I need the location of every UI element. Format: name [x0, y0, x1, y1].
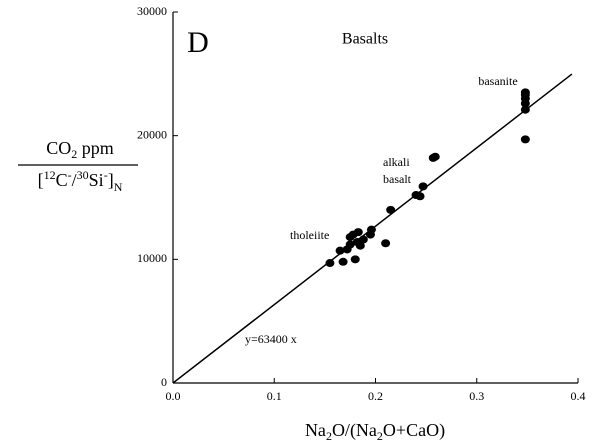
chart-title: Basalts [342, 31, 388, 48]
label-part: C [56, 170, 68, 190]
x-tick-label: 0.4 [571, 389, 586, 403]
y-tick-label: 0 [161, 375, 167, 389]
point [520, 88, 530, 97]
x-tick-label: 0.1 [267, 389, 282, 403]
point [386, 205, 396, 214]
y-tick-label: 30000 [137, 4, 167, 18]
annotation: basalt [383, 172, 412, 186]
x-tick-label: 0.2 [368, 389, 383, 403]
point [353, 228, 363, 237]
label-part: [ [38, 170, 44, 190]
point [325, 259, 335, 268]
y-axis-label: CO2 ppm [46, 138, 114, 161]
y-tick-label: 10000 [137, 251, 167, 265]
point [338, 257, 348, 266]
point [355, 241, 365, 250]
point [366, 225, 376, 234]
label-part: ] [108, 170, 114, 190]
point [520, 105, 530, 114]
annotation: basanite [478, 74, 517, 88]
x-tick-label: 0.0 [166, 389, 181, 403]
point [345, 240, 355, 249]
label-part: O/(Na [332, 420, 377, 441]
x-tick-label: 0.3 [469, 389, 484, 403]
point [335, 246, 345, 255]
label-part: / [72, 170, 77, 190]
label-part: 2 [71, 147, 77, 161]
point [358, 235, 368, 244]
label-part: N [114, 180, 123, 194]
label-part: 2 [377, 429, 383, 443]
label-part: 2 [326, 429, 332, 443]
y-tick-label: 20000 [137, 127, 167, 141]
label-part: Si [89, 170, 104, 190]
annotation: tholeiite [290, 228, 329, 242]
label-part: - [68, 168, 72, 182]
point [418, 182, 428, 191]
point [350, 255, 360, 264]
annotation: y=63400 x [245, 332, 297, 346]
x-axis-label: Na2O/(Na2O+CaO) [305, 420, 445, 443]
label-part: - [104, 168, 108, 182]
label-part: Na [305, 420, 326, 440]
y-axis-label: [12C-/30Si-]N [38, 168, 123, 194]
label-part: ppm [77, 138, 114, 158]
point [520, 135, 530, 144]
label-part: 12 [44, 168, 56, 182]
point [415, 192, 425, 201]
label-part: CO [46, 138, 71, 158]
annotation: alkali [383, 155, 410, 169]
point [381, 239, 391, 248]
panel-label: D [187, 26, 209, 59]
label-part: 30 [77, 168, 89, 182]
label-part: O+CaO) [383, 420, 445, 441]
point [430, 152, 440, 161]
